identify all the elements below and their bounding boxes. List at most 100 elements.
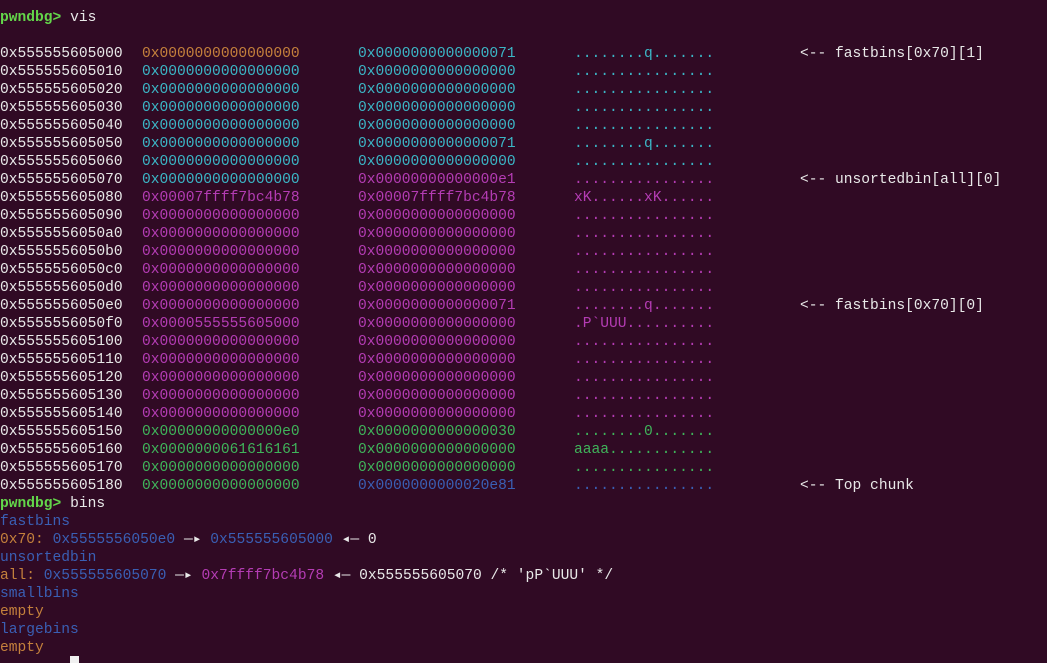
word: 0x0000000000000000 [142, 154, 300, 170]
address: 0x555555605120 [0, 370, 123, 386]
word: 0x0000000000000000 [142, 370, 300, 386]
bins-line: fastbins [0, 513, 70, 531]
address: 0x555555605140 [0, 406, 123, 422]
address: 0x555555605070 [0, 172, 123, 188]
word: 0x0000000000000000 [358, 370, 516, 386]
ascii-dump: ................ [574, 280, 715, 296]
address: 0x5555556050e0 [0, 298, 123, 314]
memory-row: 0x555555605010 0x0000000000000000 0x000000… [0, 63, 1047, 81]
word: 0x0000000000000000 [358, 442, 516, 458]
bins-line: largebins [0, 621, 79, 639]
bins-text: fastbins [0, 514, 71, 530]
address: 0x5555556050a0 [0, 226, 123, 242]
ascii-dump: ................ [574, 244, 715, 260]
address: 0x555555605130 [0, 388, 123, 404]
word: 0x0000000000000000 [142, 172, 300, 188]
bins-line: 0x70: 0x5555556050e0 —▸ 0x555555605000 ◂… [0, 531, 377, 549]
address: 0x555555605050 [0, 136, 123, 152]
bins-text: smallbins [0, 586, 79, 602]
prompt: pwndbg> [0, 10, 62, 26]
memory-row: 0x5555556050a0 0x0000000000000000 0x000000… [0, 225, 1047, 243]
memory-row: 0x555555605030 0x0000000000000000 0x000000… [0, 99, 1047, 117]
ascii-dump: ................ [574, 100, 715, 116]
bins-text: 0x555555605000 [210, 532, 333, 548]
word: 0x0000000000000000 [358, 208, 516, 224]
memory-row: 0x5555556050e0 0x0000000000000000 0x000000… [0, 297, 1047, 315]
memory-row: 0x5555556050b0 0x0000000000000000 0x000000… [0, 243, 1047, 261]
address: 0x555555605100 [0, 334, 123, 350]
word: 0x0000000000000000 [358, 262, 516, 278]
memory-row: 0x555555605050 0x0000000000000000 0x000000… [0, 135, 1047, 153]
memory-row: 0x5555556050f0 0x0000555555605000 0x000000… [0, 315, 1047, 333]
word: 0x0000000000000000 [142, 352, 300, 368]
word: 0x0000000000000000 [142, 406, 300, 422]
word: 0x0000000000000000 [358, 334, 516, 350]
word: 0x0000000000000000 [142, 100, 300, 116]
word: 0x0000000000000000 [142, 478, 300, 494]
ascii-dump: ................ [574, 388, 715, 404]
word: 0x0000000000000000 [358, 316, 516, 332]
ascii-dump: ........q....... [574, 298, 715, 314]
ascii-dump: aaaa............ [574, 442, 715, 458]
address: 0x555555605110 [0, 352, 123, 368]
word: 0x0000000000000000 [358, 280, 516, 296]
ascii-dump: ................ [574, 64, 715, 80]
word: 0x00007ffff7bc4b78 [358, 190, 516, 206]
bins-line: all: 0x555555605070 —▸ 0x7ffff7bc4b78 ◂—… [0, 567, 613, 585]
bins-text: ◂— 0 [341, 532, 377, 548]
address: 0x555555605060 [0, 154, 123, 170]
ascii-dump: ................ [574, 172, 715, 188]
word: 0x0000000000000000 [142, 388, 300, 404]
word: 0x0000000000000000 [358, 244, 516, 260]
command: bins [70, 496, 106, 512]
memory-row: 0x555555605150 0x00000000000000e0 0x000000… [0, 423, 1047, 441]
bins-text: 0x555555605070 [43, 568, 167, 584]
word: 0x0000000000000000 [142, 136, 300, 152]
word: 0x0000000000000030 [358, 424, 516, 440]
word: 0x0000000000000000 [142, 262, 300, 278]
word: 0x0000000000000000 [358, 460, 516, 476]
address: 0x5555556050c0 [0, 262, 123, 278]
memory-row: 0x555555605120 0x0000000000000000 0x000000… [0, 369, 1047, 387]
memory-row: 0x555555605070 0x0000000000000000 0x000000… [0, 171, 1047, 189]
cursor [70, 656, 79, 663]
ascii-dump: ................ [574, 334, 715, 350]
address: 0x555555605040 [0, 118, 123, 134]
ascii-dump: ........0....... [574, 424, 715, 440]
ascii-dump: ................ [574, 460, 715, 476]
memory-row: 0x555555605020 0x0000000000000000 0x000000… [0, 81, 1047, 99]
ascii-dump: ................ [574, 226, 715, 242]
word: 0x00007ffff7bc4b78 [142, 190, 300, 206]
bins-line: empty [0, 639, 44, 657]
memory-row: 0x555555605130 0x0000000000000000 0x000000… [0, 387, 1047, 405]
word: 0x0000000000000000 [358, 82, 516, 98]
word: 0x0000000000000000 [142, 82, 300, 98]
address: 0x555555605010 [0, 64, 123, 80]
bins-text: —▸ [183, 532, 202, 548]
address: 0x555555605160 [0, 442, 123, 458]
annotation: <-- fastbins[0x70][1] [800, 46, 984, 62]
word: 0x00000000000000e0 [142, 424, 300, 440]
ascii-dump: xK......xK...... [574, 190, 715, 206]
ascii-dump: ................ [574, 406, 715, 422]
word: 0x0000000000000000 [142, 334, 300, 350]
word: 0x0000000000000000 [142, 64, 300, 80]
word: 0x0000000000000000 [142, 460, 300, 476]
word: 0x0000000000000000 [358, 118, 516, 134]
address: 0x555555605170 [0, 460, 123, 476]
bins-text: empty [0, 604, 44, 620]
ascii-dump: ................ [574, 82, 715, 98]
word: 0x0000000000000000 [142, 280, 300, 296]
bins-text: 0x5555556050e0 [52, 532, 176, 548]
word: 0x0000000000000000 [142, 244, 300, 260]
memory-row: 0x555555605180 0x0000000000000000 0x000000… [0, 477, 1047, 495]
bins-text: 0x7ffff7bc4b78 [201, 568, 325, 584]
word: 0x0000000000000000 [142, 46, 300, 62]
bins-line: smallbins [0, 585, 79, 603]
bins-text: unsortedbin [0, 550, 97, 566]
annotation: <-- unsortedbin[all][0] [800, 172, 1002, 188]
ascii-dump: ................ [574, 478, 715, 494]
address: 0x555555605090 [0, 208, 123, 224]
word: 0x0000000000000000 [142, 226, 300, 242]
memory-row: 0x555555605140 0x0000000000000000 0x000000… [0, 405, 1047, 423]
